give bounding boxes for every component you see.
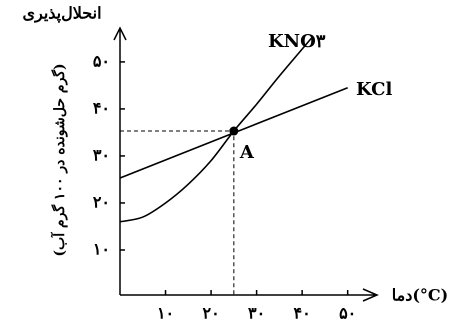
point-label: A <box>239 142 255 163</box>
y-tick-label: ۵۰ <box>93 51 110 70</box>
y-tick-label: ۲۰ <box>93 192 110 211</box>
x-axis <box>120 288 379 302</box>
series-label: KCl <box>356 79 392 100</box>
x-tick-label: ۱۰ <box>157 304 174 323</box>
intersection-point <box>229 126 239 136</box>
y-axis-unit: (گرم حل‌شونده در ۱۰۰ گرم آب) <box>50 63 68 256</box>
y-tick-label: ۴۰ <box>93 98 110 117</box>
x-tick-label: ۵۰ <box>339 304 356 323</box>
y-axis <box>113 26 127 295</box>
x-axis-label: دما(°C) <box>392 286 448 305</box>
series-label: KNO۳ <box>268 31 326 52</box>
y-tick-label: ۳۰ <box>93 145 110 164</box>
x-tick-label: ۴۰ <box>294 304 311 323</box>
x-tick-label: ۲۰ <box>202 304 219 323</box>
x-tick-label: ۳۰ <box>248 304 265 323</box>
series-line <box>119 37 312 223</box>
y-axis-label: انحلال‌پذیری <box>22 4 101 24</box>
y-tick-label: ۱۰ <box>93 239 110 258</box>
